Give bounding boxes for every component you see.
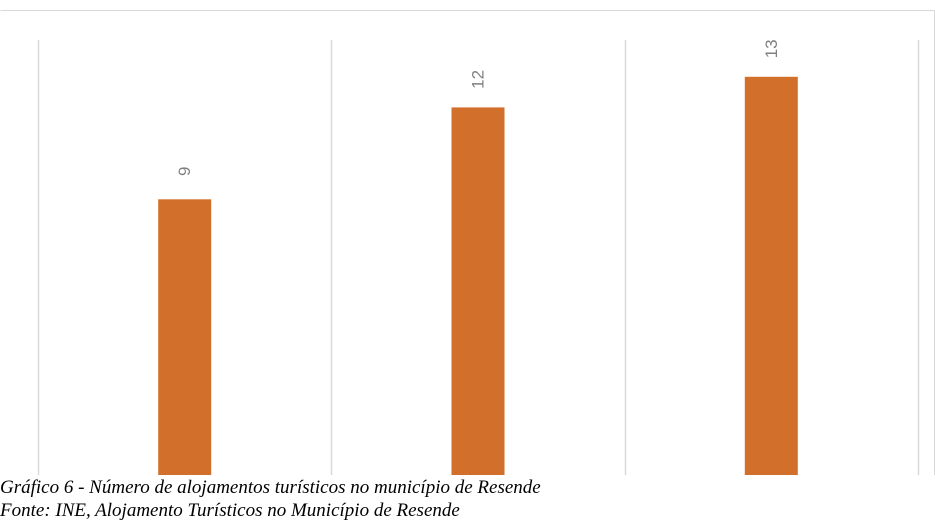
data-label: 9: [175, 167, 194, 176]
bar: [744, 76, 798, 475]
bar-chart: 9 12 13: [0, 10, 935, 475]
data-label: 13: [762, 39, 781, 58]
bar: [158, 199, 212, 475]
data-labels: 9 12 13: [175, 39, 781, 176]
bar: [451, 107, 505, 475]
chart-caption-title: Gráfico 6 - Número de alojamentos turíst…: [0, 477, 541, 498]
chart-caption-source: Fonte: INE, Alojamento Turísticos no Mun…: [0, 500, 460, 521]
data-label: 12: [469, 70, 488, 89]
bars: [158, 76, 798, 475]
chart-area: 9 12 13: [0, 10, 935, 475]
